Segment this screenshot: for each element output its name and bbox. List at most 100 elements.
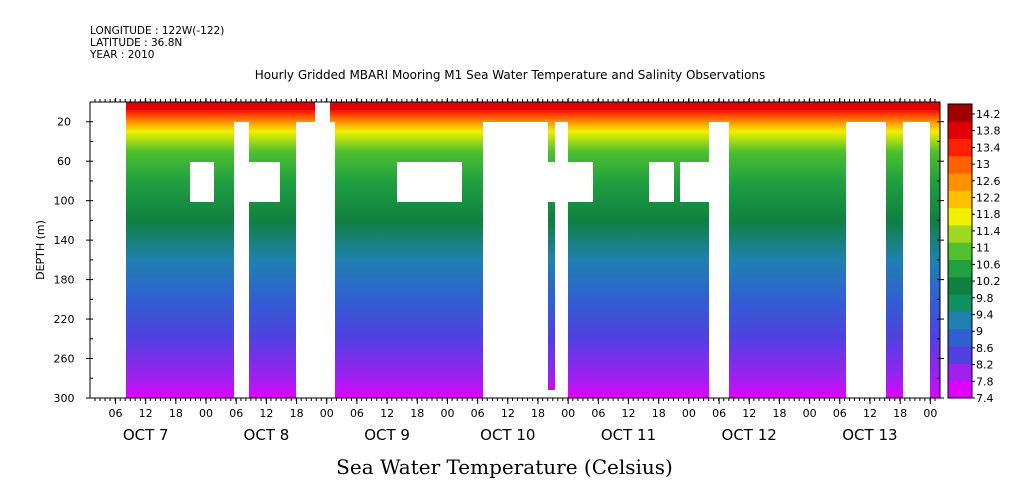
x-day-label: OCT 10: [480, 426, 535, 444]
colorbar-label: 13.8: [976, 125, 1001, 138]
x-tick-label: 00: [561, 407, 575, 420]
colorbar-swatch: [948, 346, 972, 364]
colorbar-swatch: [948, 225, 972, 243]
x-day-label: OCT 8: [244, 426, 290, 444]
colorbar-swatch: [948, 190, 972, 209]
colorbar-label: 9: [976, 325, 983, 338]
colorbar-label: 12.2: [976, 192, 1001, 205]
x-tick-label: 18: [893, 407, 907, 420]
x-tick-label: 06: [229, 407, 243, 420]
plot-frame: [89, 101, 941, 399]
y-tick-label: 20: [57, 116, 71, 129]
data-gap: [249, 162, 280, 202]
longitude-label: LONGITUDE : 122W(-122): [90, 25, 225, 37]
colorbar-label: 11.8: [976, 208, 1001, 221]
colorbar-label: 12.6: [976, 175, 1001, 188]
chart-title: Hourly Gridded MBARI Mooring M1 Sea Wate…: [254, 68, 766, 82]
x-tick-label: 06: [833, 407, 847, 420]
data-gap: [846, 122, 886, 398]
colorbar-swatch: [948, 294, 972, 312]
x-tick-label: 18: [169, 407, 183, 420]
colorbar-swatch: [948, 155, 972, 174]
colorbar-swatch: [948, 207, 972, 226]
data-gap: [296, 122, 335, 398]
x-tick-label: 12: [742, 407, 756, 420]
data-gap: [649, 162, 674, 202]
x-tick-label: 12: [863, 407, 877, 420]
colorbar-label: 14.2: [976, 108, 1001, 121]
x-tick-label: 12: [259, 407, 273, 420]
y-axis-label: DEPTH (m): [34, 220, 47, 280]
x-tick-label: 18: [652, 407, 666, 420]
x-tick-label: 00: [803, 407, 817, 420]
y-tick-label: 220: [54, 313, 75, 326]
colorbar-swatch: [948, 173, 972, 191]
colorbar-label: 9.4: [976, 308, 994, 321]
data-gap: [709, 122, 729, 398]
x-tick-label: 00: [682, 407, 696, 420]
x-tick-label: 06: [712, 407, 726, 420]
data-gap: [234, 122, 249, 398]
colorbar-label: 13.4: [976, 141, 1001, 154]
colorbar-swatch: [948, 138, 972, 157]
y-tick-label: 140: [54, 234, 75, 247]
x-day-label: OCT 9: [364, 426, 410, 444]
colorbar-swatch: [948, 363, 972, 382]
data-gap: [90, 102, 126, 398]
x-tick-label: 18: [531, 407, 545, 420]
data-gap: [903, 122, 930, 398]
colorbar-label: 11: [976, 242, 990, 255]
x-day-label: OCT 12: [722, 426, 777, 444]
colorbar-label: 10.6: [976, 258, 1001, 271]
data-gap: [315, 102, 330, 122]
footer-caption: Sea Water Temperature (Celsius): [336, 455, 673, 479]
data-gap: [680, 162, 709, 202]
x-tick-label: 12: [139, 407, 153, 420]
colorbar-swatch: [948, 311, 972, 330]
colorbar: 14.2 13.8 13.4 13 12.6 12.2 11.8 11.4 11 10.6 10.2…: [947, 103, 1001, 405]
surface-layer: [90, 102, 940, 110]
x-tick-label: 12: [501, 407, 515, 420]
colorbar-swatch: [948, 242, 972, 261]
data-gap: [483, 122, 548, 398]
x-tick-label: 00: [199, 407, 213, 420]
x-day-label: OCT 7: [123, 426, 169, 444]
x-tick-label: 12: [380, 407, 394, 420]
data-gaps: [90, 102, 930, 398]
x-tick-label: 18: [410, 407, 424, 420]
x-tick-label: 18: [290, 407, 304, 420]
y-tick-label: 60: [57, 155, 71, 168]
x-tick-label: 00: [440, 407, 454, 420]
axes: 20 60 100 140 180 220 260 300 06 12 18 00 06 12 18 00 06…: [54, 98, 944, 444]
colorbar-label: 8.6: [976, 342, 994, 355]
colorbar-swatch: [948, 380, 972, 399]
data-gap: [548, 390, 555, 398]
data-gap: [548, 162, 593, 202]
year-label: YEAR : 2010: [90, 49, 155, 61]
x-tick-label: 06: [350, 407, 364, 420]
x-day-label: OCT 13: [842, 426, 897, 444]
colorbar-swatch: [948, 104, 972, 122]
x-tick-label: 06: [591, 407, 605, 420]
x-tick-label: 00: [923, 407, 937, 420]
colorbar-label: 11.4: [976, 225, 1001, 238]
colorbar-label: 8.2: [976, 359, 994, 372]
latitude-label: LATITUDE : 36.8N: [90, 37, 183, 49]
colorbar-swatch: [948, 276, 972, 295]
colorbar-swatch: [948, 121, 972, 139]
x-tick-label: 06: [109, 407, 123, 420]
y-tick-label: 100: [54, 195, 75, 208]
x-day-label: OCT 11: [601, 426, 656, 444]
colorbar-label: 13: [976, 158, 990, 171]
data-gap: [397, 162, 462, 202]
x-tick-label: 06: [471, 407, 485, 420]
y-tick-label: 180: [54, 274, 75, 287]
colorbar-label: 9.8: [976, 292, 994, 305]
colorbar-label: 7.4: [976, 392, 994, 405]
colorbar-swatch: [948, 259, 972, 278]
y-tick-label: 300: [54, 392, 75, 405]
y-tick-label: 260: [54, 353, 75, 366]
colorbar-swatch: [948, 328, 972, 347]
x-tick-label: 12: [622, 407, 636, 420]
